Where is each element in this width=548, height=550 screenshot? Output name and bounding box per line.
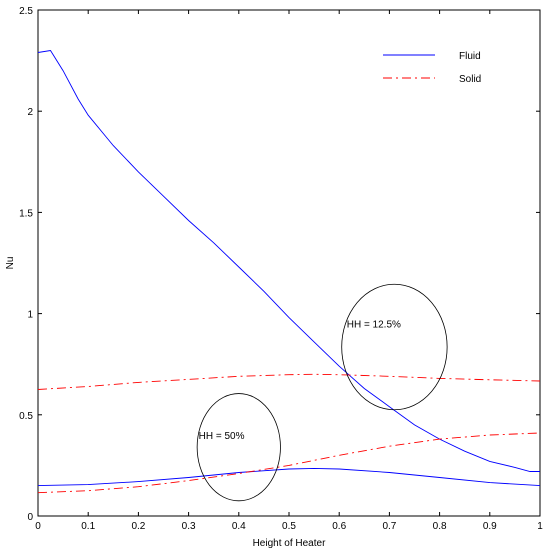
x-tick-label: 0.3: [182, 521, 196, 532]
x-tick-label: 0.1: [81, 521, 95, 532]
legend-label-solid: Solid: [459, 74, 481, 85]
y-tick-label: 2.5: [19, 6, 33, 17]
series-layer: [37, 50, 541, 494]
x-axis-title: Height of Heater: [253, 538, 326, 549]
series-line-fluid: [37, 467, 541, 487]
x-tick-label: 0: [35, 521, 41, 532]
annotation-label: HH = 50%: [199, 431, 245, 442]
x-tick-label: 1: [537, 521, 543, 532]
y-tick-label: 1.5: [19, 208, 33, 219]
annotation-ellipse: [341, 283, 448, 411]
legend-label-fluid: Fluid: [459, 51, 481, 62]
y-axis-title: Nu: [5, 257, 16, 270]
x-tick-label: 0.9: [483, 521, 497, 532]
x-tick-label: 0.7: [382, 521, 396, 532]
x-tick-label: 0.4: [232, 521, 246, 532]
annotation-ellipse: [196, 393, 281, 502]
y-tick-label: 0: [27, 512, 33, 523]
y-tick-label: 1: [27, 310, 33, 321]
x-tick-label: 0.8: [433, 521, 447, 532]
y-tick-label: 2: [27, 107, 33, 118]
y-tick-label: 0.5: [19, 411, 33, 422]
legend: Fluid Solid: [383, 51, 481, 85]
x-tick-label: 0.5: [282, 521, 296, 532]
plot-area: [37, 9, 541, 517]
annotation-layer: HH = 12.5% HH = 50%: [196, 283, 448, 502]
x-tick-label: 0.2: [131, 521, 145, 532]
axis-ticks: 0 0.1 0.2 0.3 0.4 0.5 0.6 0.7 0.8 0.9 1 0 0.5 1 1.5 2 2.…: [19, 6, 543, 532]
x-tick-label: 0.6: [332, 521, 346, 532]
annotation-label: HH = 12.5%: [347, 320, 401, 331]
series-line-fluid: [37, 50, 540, 472]
series-line-solid: [37, 432, 541, 494]
